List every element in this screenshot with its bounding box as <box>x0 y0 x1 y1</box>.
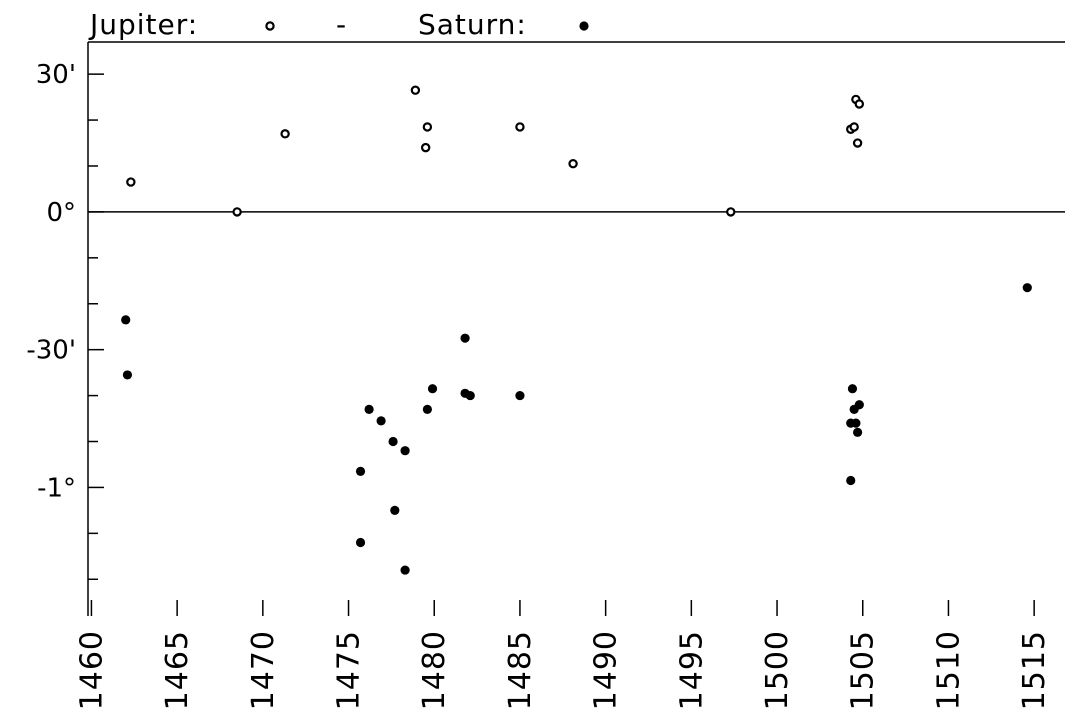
saturn-point <box>465 390 475 401</box>
x-tick-label: 1475 <box>332 630 367 709</box>
saturn-point <box>388 436 398 447</box>
saturn-point <box>851 418 861 428</box>
jupiter-point <box>726 207 736 217</box>
jupiter-point <box>126 177 136 187</box>
saturn-point <box>121 315 131 325</box>
x-tick-label: 1495 <box>674 630 709 709</box>
data-points <box>121 85 1032 575</box>
y-tick-label: -1° <box>37 473 76 503</box>
y-tick-label: -30' <box>26 336 76 366</box>
jupiter-point <box>410 85 421 95</box>
saturn-point <box>376 416 386 426</box>
jupiter-point <box>232 207 242 217</box>
jupiter-point <box>852 138 863 148</box>
x-tick-label: 1485 <box>503 630 538 709</box>
saturn-point <box>853 427 863 437</box>
legend-saturn-label: Saturn: <box>418 8 527 41</box>
legend-jupiter-label: Jupiter: <box>88 8 198 41</box>
saturn-point <box>515 390 525 401</box>
saturn-point <box>422 404 432 414</box>
x-tick-label: 1470 <box>246 630 281 709</box>
saturn-point <box>847 384 858 394</box>
jupiter-point <box>280 129 290 139</box>
jupiter-point <box>422 122 433 132</box>
x-tick-label: 1460 <box>74 630 109 709</box>
legend-separator: - <box>336 8 347 41</box>
saturn-point <box>460 333 470 343</box>
saturn-point <box>427 384 438 394</box>
saturn-point <box>854 400 864 410</box>
x-tick-label: 1490 <box>589 630 624 709</box>
y-tick-label: 0° <box>46 198 76 228</box>
x-tick-label: 1500 <box>760 630 795 709</box>
x-tick-label: 1465 <box>160 630 195 709</box>
x-tick-label: 1515 <box>1017 630 1052 709</box>
legend: Jupiter: - Saturn: <box>88 8 589 41</box>
x-tick-label: 1505 <box>846 630 881 709</box>
saturn-point <box>364 404 374 414</box>
x-tick-label: 1480 <box>417 630 452 709</box>
legend-jupiter-marker <box>265 21 275 31</box>
jupiter-point <box>849 122 859 132</box>
axes: 30' 0° -30' -1° 1460 1465 1470 1475 1480 1485 1490… <box>26 41 1065 709</box>
saturn-point <box>390 505 400 515</box>
saturn-point <box>355 466 366 476</box>
saturn-point <box>355 537 366 548</box>
saturn-point <box>400 565 410 575</box>
legend-saturn-marker <box>579 21 589 31</box>
jupiter-point <box>568 158 578 169</box>
jupiter-point <box>420 142 431 153</box>
saturn-point <box>1022 283 1032 293</box>
saturn-point <box>400 446 410 456</box>
jupiter-point <box>854 99 865 109</box>
saturn-point <box>122 370 133 380</box>
jupiter-point <box>515 122 525 132</box>
saturn-point <box>846 475 856 486</box>
x-tick-label: 1510 <box>931 630 966 709</box>
y-tick-label: 30' <box>36 60 76 90</box>
